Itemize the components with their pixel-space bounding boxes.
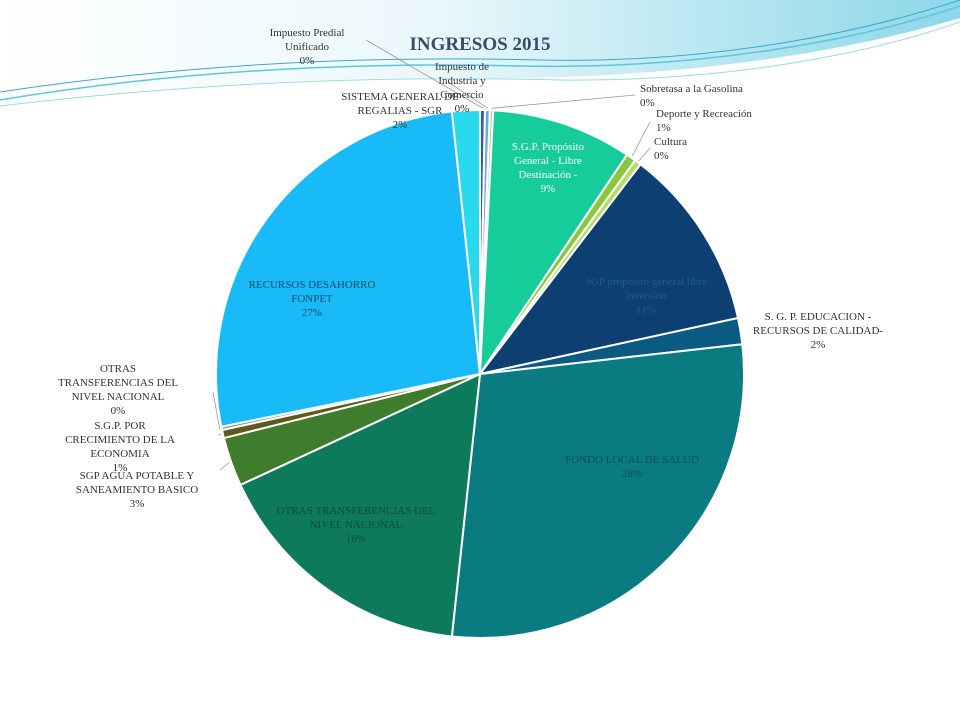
slice-name-label: RECURSOS DE CALIDAD- [753, 325, 884, 337]
leader-line [212, 391, 221, 429]
slice-name-label: ECONOMIA [90, 448, 149, 460]
slice-name-label: Unificado [285, 41, 329, 53]
pie-slices [215, 108, 745, 640]
slice-label: S. G. P. EDUCACION - RECURSOS DE CALIDAD-… [753, 311, 884, 351]
slice-label: SISTEMA GENERAL DE REGALIAS - SGR 2% [341, 91, 459, 131]
leader-line [447, 81, 488, 109]
chart-title: INGRESOS 2015 [410, 34, 551, 55]
slice-percent-label: 11% [636, 304, 656, 316]
slice-name-label: Destinación - [519, 169, 578, 181]
slice-name-label: OTRAS TRANSFERENCIAS DEL [277, 505, 436, 517]
slice-name-label: OTRAS [100, 363, 136, 375]
slice-percent-label: 0% [455, 103, 470, 115]
slice-percent-label: 27% [302, 307, 322, 319]
slice-label: Impuesto Predial Unificado 0% [270, 27, 345, 67]
wave-line [0, 5, 960, 101]
slice-label: S.G.P. Propósito General - Libre Destinaci… [512, 141, 585, 195]
pie-slice [450, 343, 745, 640]
leader-line [217, 434, 222, 436]
header-wave [0, 0, 960, 100]
slice-name-label: Deporte y Recreación [656, 108, 752, 120]
slice-label: Sobretasa a la Gasolina 0% [640, 83, 743, 109]
slice-label: OTRAS TRANSFERENCIAS DEL NIVEL NACIONAL 0% [58, 363, 178, 417]
slice-percent-label: 1% [656, 122, 671, 134]
leader-line [365, 39, 483, 109]
slice-name-label: SANEAMIENTO BASICO [76, 484, 198, 496]
slice-percent-label: 3% [130, 498, 145, 510]
slice-percent-label: 2% [811, 339, 826, 351]
slice-name-label: RECURSOS DESAHORRO [249, 279, 376, 291]
slice-name-label: S.G.P. POR [94, 420, 146, 432]
slice-name-label: FONDO LOCAL DE SALUD [565, 454, 699, 466]
slice-name-label: inversión [626, 290, 667, 302]
slice-percent-label: 16% [346, 533, 366, 545]
slice-labels: Impuesto Predial Unificado 0% Impuesto de In… [58, 27, 883, 545]
slice-label: S.G.P. POR CRECIMIENTO DE LA ECONOMIA 1% [65, 420, 175, 474]
pie-slice [478, 109, 629, 378]
slice-name-label: FONPET [291, 293, 333, 305]
slice-percent-label: 1% [113, 462, 128, 474]
slice-name-label: General - Libre [514, 155, 582, 167]
leader-line [631, 121, 651, 157]
slice-name-label: REGALIAS - SGR [358, 105, 444, 117]
pie-slice [215, 110, 482, 428]
slice-label: SGP AGUA POTABLE Y SANEAMIENTO BASICO 3% [76, 470, 198, 510]
slice-name-label: Industria y [438, 75, 486, 87]
slice-percent-label: 0% [300, 55, 315, 67]
slice-name-label: S. G. P. EDUCACION - [765, 311, 872, 323]
pie-slice [450, 108, 481, 375]
leader-line [219, 462, 230, 471]
slice-percent-label: 28% [622, 468, 642, 480]
leader-line [638, 147, 651, 162]
slice-percent-label: 0% [640, 97, 655, 109]
pie-slice [477, 162, 740, 376]
wave-line [0, 0, 960, 93]
slice-name-label: SISTEMA GENERAL DE [341, 91, 459, 103]
slice-percent-label: 2% [393, 119, 408, 131]
slice-label: FONDO LOCAL DE SALUD 28% [565, 454, 699, 480]
slice-label: Cultura 0% [654, 136, 687, 162]
slice-percent-label: 0% [111, 405, 126, 417]
slice-name-label: Comercio [440, 89, 484, 101]
slice-label: Deporte y Recreación 1% [656, 108, 752, 134]
slice-label: RECURSOS DESAHORRO FONPET 27% [249, 279, 376, 319]
slice-name-label: SGP propósito general libre [585, 276, 707, 288]
slice-name-label: TRANSFERENCIAS DEL [58, 377, 178, 389]
slice-name-label: NIVEL NACIONAL [310, 519, 403, 531]
slice-percent-label: 9% [541, 183, 556, 195]
slice-name-label: NIVEL NACIONAL [72, 391, 165, 403]
slice-percent-label: 0% [654, 150, 669, 162]
slice-label: SGP propósito general libre inversión 11% [585, 276, 707, 316]
slice-name-label: SGP AGUA POTABLE Y [80, 470, 195, 482]
leader-line [491, 94, 636, 109]
slice-name-label: Impuesto de [435, 61, 489, 73]
wave-line [0, 21, 960, 107]
pie-slice [239, 372, 482, 638]
slice-label: OTRAS TRANSFERENCIAS DEL NIVEL NACIONAL 16… [277, 505, 436, 545]
leader-lines [212, 39, 651, 471]
slice-name-label: Impuesto Predial [270, 27, 345, 39]
slice-name-label: CRECIMIENTO DE LA [65, 434, 175, 446]
slice-label: Impuesto de Industria y Comercio 0% [435, 61, 489, 115]
slice-name-label: Sobretasa a la Gasolina [640, 83, 743, 95]
slice-name-label: S.G.P. Propósito [512, 141, 585, 153]
slice-name-label: Cultura [654, 136, 687, 148]
